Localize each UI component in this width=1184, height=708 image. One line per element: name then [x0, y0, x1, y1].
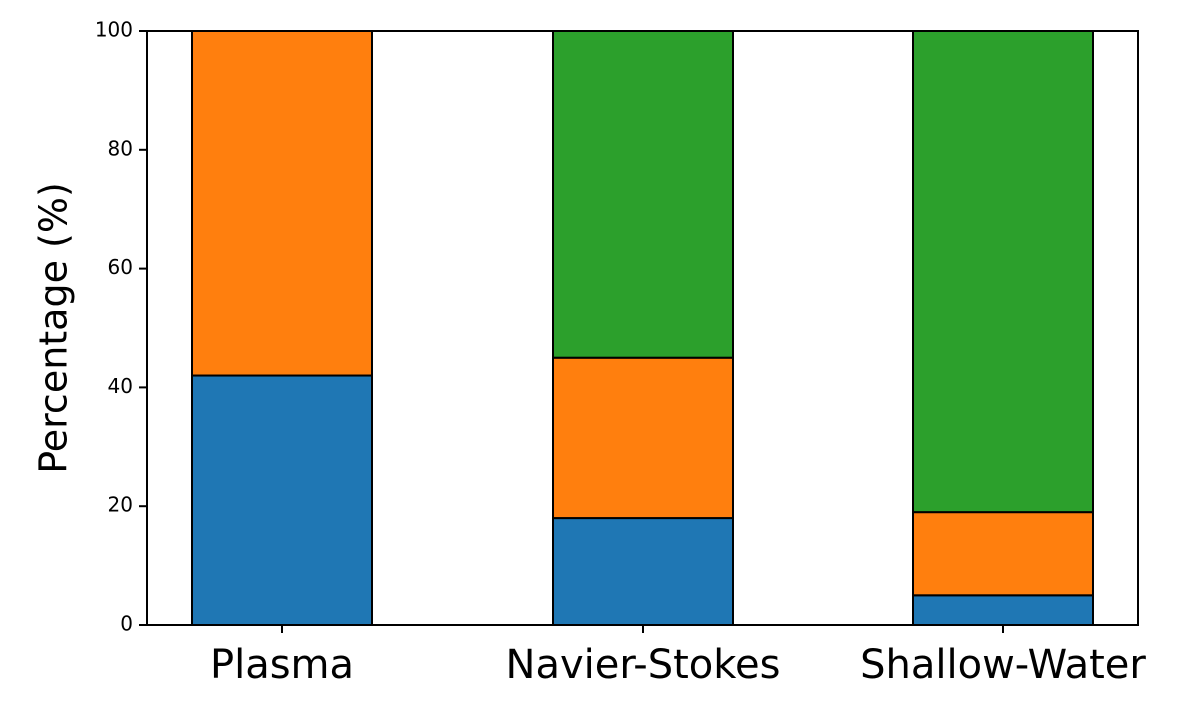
y-tick-label: 60 — [108, 255, 133, 279]
bar-segment-navier-stokes-0 — [552, 517, 734, 627]
bars-group — [191, 30, 1094, 627]
y-tick-label: 40 — [108, 374, 133, 398]
y-axis-title: Percentage (%) — [32, 182, 76, 474]
y-tick-label: 20 — [108, 493, 133, 517]
y-tick-label: 80 — [108, 136, 133, 160]
y-tick-label: 100 — [95, 18, 133, 42]
bar-segment-plasma-0 — [191, 374, 373, 626]
y-axis-ticks: 0 20 40 60 80 100 — [95, 18, 147, 636]
bar-segment-navier-stokes-1 — [552, 356, 734, 520]
bar-segment-plasma-1 — [191, 30, 373, 377]
bar-segment-shallow-water-0 — [912, 594, 1094, 626]
x-tick-label-navier-stokes: Navier-Stokes — [506, 642, 781, 688]
bar-segment-shallow-water-1 — [912, 511, 1094, 597]
x-tick-label-shallow-water: Shallow-Water — [860, 642, 1146, 688]
y-tick-label: 0 — [120, 612, 133, 636]
x-tick-label-plasma: Plasma — [210, 642, 354, 688]
bar-segment-shallow-water-2 — [912, 30, 1094, 514]
x-axis-ticks: Plasma Navier-Stokes Shallow-Water — [210, 625, 1146, 688]
bar-segment-navier-stokes-2 — [552, 30, 734, 359]
